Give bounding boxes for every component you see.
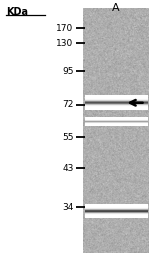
Text: 34: 34: [62, 203, 74, 212]
Text: 72: 72: [62, 100, 74, 109]
Text: 43: 43: [62, 164, 74, 173]
Text: 55: 55: [62, 133, 74, 142]
Text: 95: 95: [62, 67, 74, 76]
Text: KDa: KDa: [6, 7, 28, 17]
Text: A: A: [112, 2, 120, 13]
Text: 170: 170: [56, 24, 74, 33]
Text: 130: 130: [56, 38, 74, 48]
